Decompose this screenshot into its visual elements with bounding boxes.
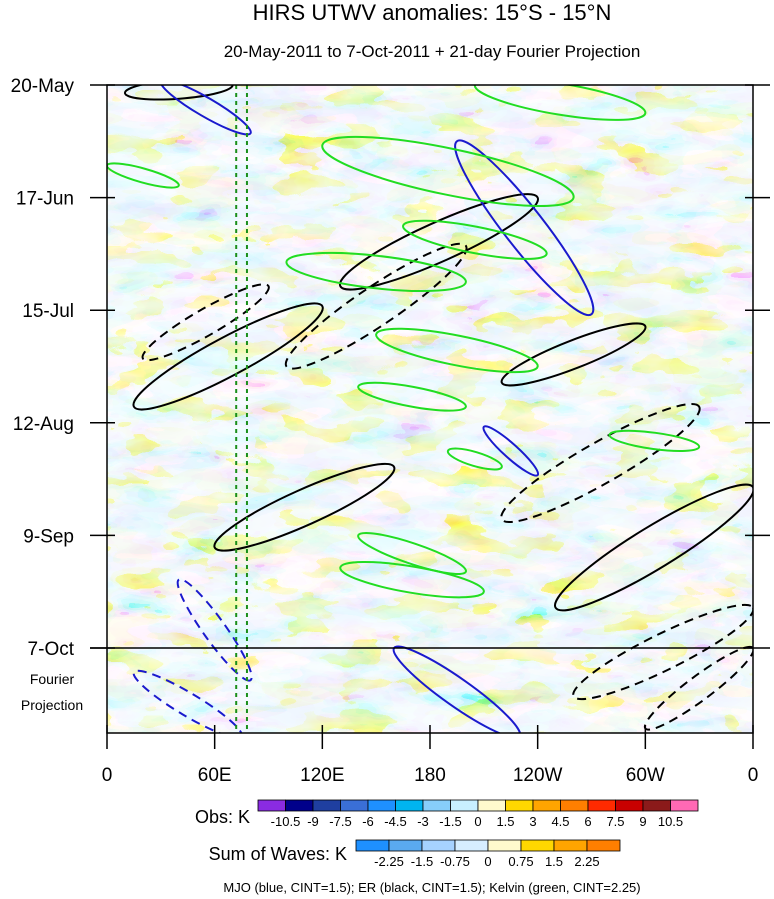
obs-legend-level: 7.5 [606, 814, 624, 829]
mjo-contour [482, 425, 540, 477]
waves-legend-level: 0 [484, 854, 491, 869]
mjo-contour [132, 669, 243, 733]
kelvin-contour [402, 219, 548, 260]
kelvin-contour [285, 251, 467, 293]
obs-legend-level: 9 [639, 814, 646, 829]
waves-legend-swatch [487, 839, 522, 852]
er-contour [500, 322, 647, 387]
y-tick-label: 9-Sep [23, 526, 74, 547]
obs-legend-swatch [615, 799, 644, 812]
projection-label-line2: Projection [21, 697, 83, 713]
waves-legend-level: -0.75 [440, 854, 470, 869]
x-tick-label: 120E [300, 765, 344, 786]
kelvin-contour [357, 381, 467, 412]
waves-legend-level: 2.25 [574, 854, 599, 869]
waves-legend-swatch [388, 839, 423, 852]
chart-subtitle: 20-May-2011 to 7-Oct-2011 + 21-day Fouri… [224, 42, 641, 61]
er-contour [338, 193, 539, 291]
obs-legend-level: -1.5 [439, 814, 461, 829]
kelvin-contour [321, 135, 575, 208]
obs-legend-swatch [532, 799, 561, 812]
obs-legend-level: 3 [529, 814, 536, 829]
obs-legend-level: 10.5 [658, 814, 683, 829]
obs-legend-level: -9 [307, 814, 319, 829]
obs-legend-swatch [340, 799, 369, 812]
er-contour [213, 462, 396, 552]
er-contour [500, 402, 701, 524]
obs-legend-swatch [312, 799, 341, 812]
obs-legend-level: 4.5 [551, 814, 569, 829]
projection-label-line1: Fourier [30, 671, 75, 687]
obs-legend-swatch [642, 799, 671, 812]
y-tick-label: 15-Jul [22, 301, 74, 322]
waves-legend-label: Sum of Waves: K [209, 844, 347, 864]
y-tick-label: 17-Jun [16, 189, 74, 210]
er-contour [284, 242, 468, 370]
waves-legend-level: -1.5 [411, 854, 433, 869]
waves-legend-swatch [553, 839, 588, 852]
mjo-contour [176, 578, 253, 682]
y-tick-label: 20-May [11, 76, 75, 97]
waves-legend-swatch [421, 839, 456, 852]
obs-legend-level: -4.5 [384, 814, 406, 829]
obs-legend-swatch [422, 799, 451, 812]
waves-legend-swatch [454, 839, 489, 852]
obs-legend-level: -6 [362, 814, 374, 829]
obs-legend-level: -3 [417, 814, 429, 829]
obs-legend-swatch [587, 799, 616, 812]
kelvin-contour [473, 85, 647, 121]
obs-legend-swatch [450, 799, 479, 812]
obs-legend-swatch [395, 799, 424, 812]
obs-legend-swatch [505, 799, 534, 812]
obs-legend-level: 1.5 [496, 814, 514, 829]
er-contour [141, 283, 270, 362]
waves-legend-swatch [520, 839, 555, 852]
obs-legend-level: 6 [584, 814, 591, 829]
waves-legend-level: 1.5 [545, 854, 563, 869]
waves-legend-level: -2.25 [374, 854, 404, 869]
er-contour [123, 85, 234, 101]
obs-legend-swatch [560, 799, 589, 812]
kelvin-contour [339, 560, 485, 599]
waves-legend-level: 0.75 [508, 854, 533, 869]
x-tick-label: 0 [102, 765, 113, 786]
waves-legend-swatch [355, 839, 390, 852]
x-tick-label: 60W [626, 765, 665, 786]
x-tick-label: 0 [748, 765, 759, 786]
obs-legend-swatch [257, 799, 286, 812]
kelvin-contour [446, 447, 503, 471]
obs-legend-swatch [477, 799, 506, 812]
y-tick-label: 12-Aug [13, 414, 74, 435]
kelvin-contour [357, 531, 467, 576]
er-contour [554, 483, 753, 612]
obs-legend-label: Obs: K [195, 807, 250, 827]
kelvin-contour [608, 429, 701, 452]
x-tick-label: 120W [513, 765, 563, 786]
obs-legend-level: 0 [474, 814, 481, 829]
chart-title: HIRS UTWV anomalies: 15°S - 15°N [253, 0, 612, 25]
mjo-contour [159, 85, 252, 136]
mjo-contour [454, 139, 595, 317]
obs-legend-level: -7.5 [329, 814, 351, 829]
x-tick-label: 180 [414, 765, 446, 786]
waves-legend-swatch [586, 839, 621, 852]
contour-legend: MJO (blue, CINT=1.5); ER (black, CINT=1.… [223, 880, 640, 895]
obs-anomaly-field [107, 85, 753, 648]
obs-legend-level: -10.5 [271, 814, 301, 829]
obs-legend-swatch [670, 799, 699, 812]
kelvin-contour [375, 327, 539, 374]
y-tick-label: 7-Oct [28, 639, 75, 660]
obs-legend-swatch [285, 799, 314, 812]
x-tick-label: 60E [198, 765, 232, 786]
obs-legend-swatch [367, 799, 396, 812]
kelvin-contour [107, 162, 180, 189]
